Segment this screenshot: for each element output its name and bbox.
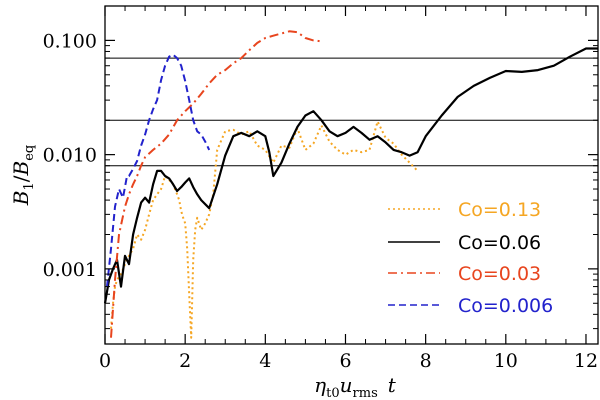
series-layer [103,30,598,339]
series-line-co-0-13 [110,120,419,339]
legend-label: Co=0.13 [458,199,541,221]
x-tick-label: 4 [259,350,271,372]
y-tick-label: 0.001 [43,259,97,281]
y-axis-title: B1/Beq [9,145,37,206]
x-tick-label: 10 [494,350,518,372]
legend-label: Co=0.03 [458,263,541,285]
y-tick-label: 0.100 [43,30,97,52]
series-line-co-0-06 [103,47,598,304]
plot-frame [104,5,599,345]
series-line-co-0-03 [110,30,322,338]
x-tick-label: 2 [179,350,191,372]
axis-ticks [104,6,598,344]
reference-lines [105,57,598,167]
x-tick-label: 8 [420,350,432,372]
legend-label: Co=0.06 [458,232,541,254]
x-tick-label: 12 [574,350,598,372]
y-tick-label: 0.010 [43,145,97,167]
tick-labels: 0 2 4 6 8 10 12 0.001 0.010 0.100 [43,30,598,372]
x-tick-label: 0 [99,350,111,372]
x-tick-label: 6 [339,350,351,372]
x-axis-title: ηt0urms t [314,373,397,400]
series-line-co-0-006 [106,53,211,287]
legend: Co=0.13 Co=0.06 Co=0.03 Co=0.006 [388,199,553,317]
legend-label: Co=0.006 [458,295,553,317]
